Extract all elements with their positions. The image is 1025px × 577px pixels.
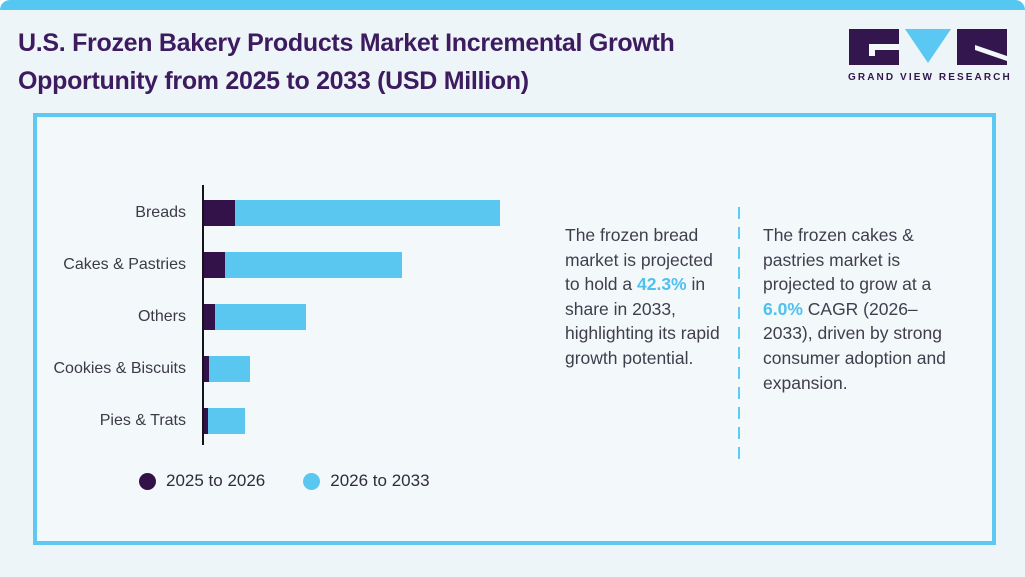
legend-label: 2026 to 2033 [330,471,430,490]
gvr-letter-g-icon [849,29,899,65]
bar-segment-2025-to-2026 [204,408,208,434]
bar-segment-2025-to-2026 [204,252,225,278]
note-bread-after: in share in 2033, highlighting its rapid… [565,274,720,368]
legend-label: 2025 to 2026 [166,471,266,490]
top-accent-bar [0,0,1025,10]
bar-segment-2026-to-2033 [215,304,306,330]
legend-item: 2026 to 2033 [303,471,430,491]
category-label: Pies & Trats [99,412,186,429]
note-cakes-accent-value: 6.0% [763,298,803,319]
page-title-line2: Opportunity from 2025 to 2033 (USD Milli… [18,67,529,95]
page-title-line1: U.S. Frozen Bakery Products Market Incre… [18,29,675,57]
note-cakes-before: The frozen cakes & pastries market is pr… [763,225,932,295]
note-bread-accent-value: 42.3% [637,274,687,295]
legend-item: 2025 to 2026 [139,471,265,491]
legend-dot-icon [303,472,321,490]
bar-segment-2026-to-2033 [225,252,402,278]
category-label: Cakes & Pastries [63,256,186,273]
note-cakes-after: CAGR (2026–2033), driven by strong consu… [763,298,946,393]
gvr-letter-v-icon [905,29,951,63]
bar-segment-2026-to-2033 [235,200,500,226]
logo-brand-text: GRAND VIEW RESEARCH [848,72,1012,83]
gvr-letter-r-icon [957,29,1007,65]
note-bread-before: The frozen bread market is projected to … [565,225,713,295]
dashed-divider [738,207,740,459]
category-label: Others [137,308,186,325]
bar-segment-2025-to-2026 [204,356,209,382]
bar-track [204,356,250,382]
chart-row: Cakes & Pastries [37,252,597,278]
bar-track [204,408,245,434]
note-bread: The frozen bread market is projected to … [565,223,723,371]
note-bread-text: The frozen bread market is projected to … [565,223,723,371]
category-label: Cookies & Biscuits [53,360,187,377]
chart-y-axis-line [202,185,204,445]
chart-card: Breads Cakes & Pastries Others Cookies & Bi… [33,113,996,545]
note-cakes-text: The frozen cakes & pastries market is pr… [763,223,953,395]
chart-row: Pies & Trats [37,408,597,434]
chart-row: Others [37,304,597,330]
bar-segment-2026-to-2033 [208,408,245,434]
bar-track [204,252,402,278]
note-cakes: The frozen cakes & pastries market is pr… [763,223,953,395]
grand-view-research-logo: GRAND VIEW RESEARCH [848,29,1012,83]
bar-track [204,200,500,226]
bar-segment-2025-to-2026 [204,304,215,330]
category-label: Breads [135,204,186,221]
chart-rows: Breads Cakes & Pastries Others Cookies & Bi… [37,200,597,460]
bar-track [204,304,306,330]
chart-row: Breads [37,200,597,226]
chart-row: Cookies & Biscuits [37,356,597,382]
bar-segment-2025-to-2026 [204,200,235,226]
chart-legend: 2025 to 2026 2026 to 2033 [139,471,430,491]
gvr-monogram-icon [848,29,1008,65]
bar-segment-2026-to-2033 [209,356,250,382]
legend-dot-icon [139,472,156,490]
page-title: U.S. Frozen Bakery Products Market Incre… [18,24,808,100]
